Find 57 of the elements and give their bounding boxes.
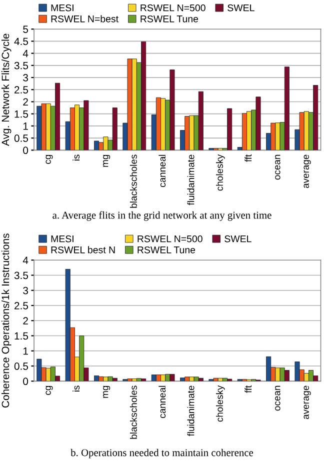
x-tick-label: average — [304, 154, 311, 188]
legend-label: RSWEL N=500 — [138, 235, 202, 242]
y-tick-label: 3 — [23, 286, 28, 294]
legend-label: RSWEL best N — [51, 246, 115, 254]
x-tick-label: cg — [46, 154, 53, 164]
legend-label: MESI — [51, 235, 74, 242]
x-tick-label: canneal — [158, 386, 166, 418]
y-tick-label: 1.5 — [14, 332, 28, 340]
y-tick-label: 2 — [23, 98, 28, 106]
y-tick-label: 2.5 — [14, 86, 28, 94]
x-tick-label: ocean — [275, 154, 280, 180]
x-tick-label: cholesky — [216, 154, 225, 191]
y-axis-title: Coherence Operations/1k Instructions — [1, 234, 12, 408]
bar — [180, 378, 186, 382]
x-tick-label: fft — [244, 154, 252, 162]
y-tick-label: 1 — [23, 122, 28, 130]
x-tick-label: mg — [103, 386, 110, 398]
legend-label: SWEL — [224, 235, 252, 242]
legend-label: RSWEL N=best — [51, 15, 118, 22]
y-tick-label: 3 — [23, 74, 28, 82]
y-tick-label: 5 — [23, 26, 28, 33]
y-tick-label: 4 — [22, 50, 28, 58]
x-tick-label: canneal — [158, 154, 166, 187]
x-tick-label: cg — [46, 386, 53, 395]
legend-label: RSWEL Tune — [138, 246, 196, 254]
y-tick-label: 0 — [23, 146, 28, 154]
y-tick-label: 1.5 — [14, 110, 28, 118]
y-tick-label: 3.5 — [14, 62, 28, 70]
y-tick-label: 2 — [23, 317, 28, 324]
x-tick-label: blackscholes — [130, 386, 137, 439]
x-tick-label: mg — [103, 154, 110, 167]
x-tick-label: blackscholes — [130, 154, 137, 208]
x-tick-label: is — [72, 386, 80, 392]
legend-label: RSWEL N=500 — [140, 4, 206, 12]
bar — [242, 113, 247, 150]
text: a. Average flits in the grid network at any given time — [52, 211, 272, 221]
y-axis-title: Avg. Network Flits/Cycle — [1, 34, 12, 146]
y-tick-label: 2.5 — [14, 302, 28, 310]
y-tick-label: 1 — [23, 347, 28, 355]
x-tick-label: fft — [244, 385, 252, 393]
y-tick-label: 3.5 — [14, 272, 28, 280]
bar — [94, 140, 100, 150]
x-tick-label: is — [72, 154, 80, 161]
legend-label: MESI — [51, 4, 74, 12]
x-tick-label: fluidanimate — [187, 154, 194, 206]
x-tick-label: fluidanimate — [187, 386, 194, 436]
y-tick-label: 0.5 — [14, 134, 28, 142]
y-tick-label: 0.5 — [14, 362, 28, 370]
y-tick-label: 4.5 — [14, 38, 28, 46]
legend-label: RSWEL Tune — [140, 15, 198, 22]
text: b. Operations needed to maintain coherence — [70, 448, 254, 458]
y-tick-label: 0 — [23, 378, 28, 386]
y-tick-label: 4 — [22, 256, 28, 264]
x-tick-label: ocean — [275, 386, 280, 411]
x-tick-label: average — [304, 386, 311, 420]
x-tick-label: cholesky — [216, 385, 225, 422]
legend-label: SWEL — [228, 4, 254, 12]
